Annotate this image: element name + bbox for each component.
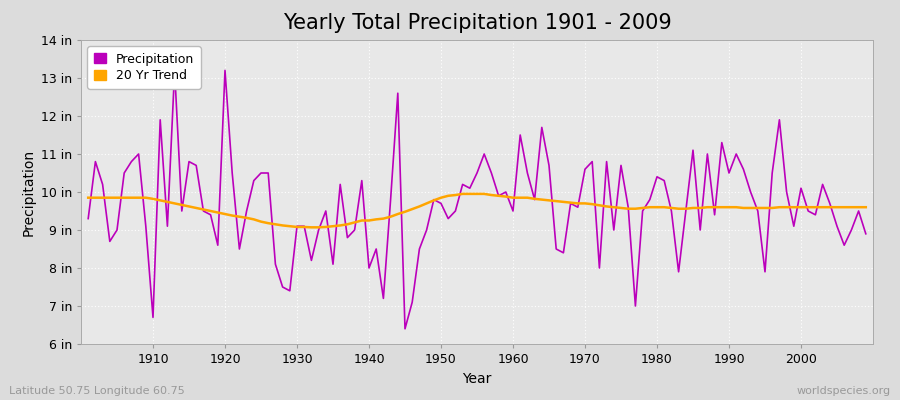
- Legend: Precipitation, 20 Yr Trend: Precipitation, 20 Yr Trend: [87, 46, 201, 88]
- Text: Latitude 50.75 Longitude 60.75: Latitude 50.75 Longitude 60.75: [9, 386, 184, 396]
- X-axis label: Year: Year: [463, 372, 491, 386]
- Title: Yearly Total Precipitation 1901 - 2009: Yearly Total Precipitation 1901 - 2009: [283, 13, 671, 33]
- Text: worldspecies.org: worldspecies.org: [796, 386, 891, 396]
- Y-axis label: Precipitation: Precipitation: [22, 148, 35, 236]
